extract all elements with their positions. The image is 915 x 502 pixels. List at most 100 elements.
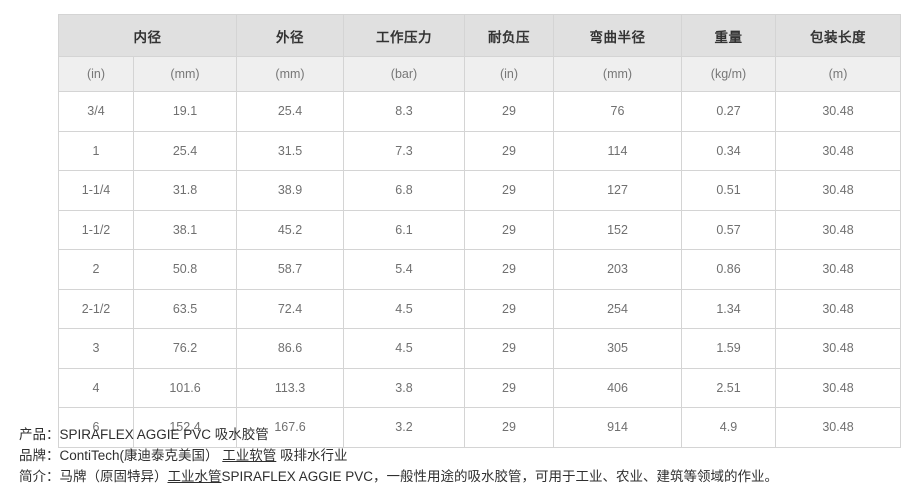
cell-inner-diameter-in: 1-1/2 [58,209,134,250]
cell-inner-diameter-in: 3/4 [58,91,134,132]
table-head: 内径 外径 工作压力 耐负压 弯曲半径 重量 包装长度 (in) (mm) (m… [58,14,901,92]
cell-weight-kgm: 0.34 [681,130,776,171]
cell-inner-diameter-mm: 19.1 [133,91,237,132]
cell-working-pressure-bar: 4.5 [343,288,465,329]
industrial-hose-link[interactable]: 工业软管 [222,448,277,463]
cell-weight-kgm: 0.27 [681,91,776,132]
table-row: 6 152.4 167.6 3.2 29 914 4.9 30.48 [58,407,901,448]
column-group-working-pressure: 工作压力 [343,14,465,57]
description-info-line: 简介：马牌（原固特异）工业水管SPIRAFLEX AGGIE PVC，一般性用途… [19,466,899,487]
cell-working-pressure-bar: 7.3 [343,130,465,171]
cell-working-pressure-bar: 6.1 [343,209,465,250]
column-unit-working-pressure-bar: (bar) [343,56,465,92]
cell-working-pressure-bar: 5.4 [343,249,465,290]
column-group-package-length: 包装长度 [775,14,901,57]
brand-label: 品牌： [19,448,60,463]
cell-vacuum-in: 29 [464,209,554,250]
cell-weight-kgm: 0.51 [681,170,776,211]
cell-package-length-m: 30.48 [775,170,901,211]
brand-info-line: 品牌：ContiTech(康迪泰克美国） 工业软管 吸排水行业 [19,445,899,466]
cell-bend-radius-mm: 406 [553,367,682,408]
cell-inner-diameter-in: 2-1/2 [58,288,134,329]
cell-inner-diameter-in: 4 [58,367,134,408]
cell-inner-diameter-mm: 63.5 [133,288,237,329]
cell-vacuum-in: 29 [464,170,554,211]
cell-package-length-m: 30.48 [775,249,901,290]
column-unit-outer-diameter-mm: (mm) [236,56,344,92]
table-body: 3/4 19.1 25.4 8.3 29 76 0.27 30.48 1 25.4 31.5 7.3 2… [58,91,901,448]
cell-outer-diameter-mm: 72.4 [236,288,344,329]
cell-outer-diameter-mm: 38.9 [236,170,344,211]
cell-weight-kgm: 2.51 [681,367,776,408]
cell-inner-diameter-mm: 31.8 [133,170,237,211]
column-group-weight: 重量 [681,14,776,57]
column-unit-package-length-m: (m) [775,56,901,92]
product-info-line: 产品：SPIRAFLEX AGGIE PVC 吸水胶管 [19,424,899,445]
cell-vacuum-in: 29 [464,249,554,290]
table-row: 3 76.2 86.6 4.5 29 305 1.59 30.48 [58,328,901,369]
cell-inner-diameter-in: 1-1/4 [58,170,134,211]
product-info-block: 产品：SPIRAFLEX AGGIE PVC 吸水胶管 品牌：ContiTech… [19,424,899,487]
cell-package-length-m: 30.48 [775,367,901,408]
cell-inner-diameter-in: 3 [58,328,134,369]
cell-outer-diameter-mm: 167.6 [236,407,344,448]
column-group-inner-diameter: 内径 [58,14,237,57]
table-units-header-row: (in) (mm) (mm) (bar) (in) (mm) (kg/m) (m… [58,56,901,92]
cell-bend-radius-mm: 305 [553,328,682,369]
cell-package-length-m: 30.48 [775,209,901,250]
cell-vacuum-in: 29 [464,367,554,408]
product-value: SPIRAFLEX AGGIE PVC 吸水胶管 [59,427,269,442]
cell-bend-radius-mm: 203 [553,249,682,290]
cell-bend-radius-mm: 152 [553,209,682,250]
specification-table: 内径 外径 工作压力 耐负压 弯曲半径 重量 包装长度 (in) (mm) (m… [58,14,901,448]
table-row: 1-1/2 38.1 45.2 6.1 29 152 0.57 30.48 [58,209,901,250]
cell-outer-diameter-mm: 113.3 [236,367,344,408]
cell-outer-diameter-mm: 45.2 [236,209,344,250]
cell-vacuum-in: 29 [464,328,554,369]
industrial-water-hose-link[interactable]: 工业水管 [167,469,222,484]
cell-outer-diameter-mm: 58.7 [236,249,344,290]
cell-vacuum-in: 29 [464,130,554,171]
cell-package-length-m: 30.48 [775,407,901,448]
cell-package-length-m: 30.48 [775,130,901,171]
column-group-outer-diameter: 外径 [236,14,344,57]
cell-weight-kgm: 4.9 [681,407,776,448]
cell-bend-radius-mm: 127 [553,170,682,211]
table-group-header-row: 内径 外径 工作压力 耐负压 弯曲半径 重量 包装长度 [58,14,901,57]
cell-working-pressure-bar: 3.2 [343,407,465,448]
cell-inner-diameter-mm: 101.6 [133,367,237,408]
table-row: 3/4 19.1 25.4 8.3 29 76 0.27 30.48 [58,91,901,132]
cell-working-pressure-bar: 3.8 [343,367,465,408]
cell-vacuum-in: 29 [464,91,554,132]
cell-package-length-m: 30.48 [775,328,901,369]
column-unit-weight-kgm: (kg/m) [681,56,776,92]
table-row: 2 50.8 58.7 5.4 29 203 0.86 30.48 [58,249,901,290]
cell-working-pressure-bar: 6.8 [343,170,465,211]
column-unit-inner-diameter-in: (in) [58,56,134,92]
cell-weight-kgm: 0.57 [681,209,776,250]
cell-inner-diameter-mm: 25.4 [133,130,237,171]
cell-working-pressure-bar: 4.5 [343,328,465,369]
cell-bend-radius-mm: 114 [553,130,682,171]
cell-outer-diameter-mm: 86.6 [236,328,344,369]
table-row: 4 101.6 113.3 3.8 29 406 2.51 30.48 [58,367,901,408]
cell-inner-diameter-mm: 76.2 [133,328,237,369]
cell-inner-diameter-mm: 50.8 [133,249,237,290]
table-row: 1-1/4 31.8 38.9 6.8 29 127 0.51 30.48 [58,170,901,211]
cell-bend-radius-mm: 76 [553,91,682,132]
brand-suffix: 吸排水行业 [280,448,348,463]
table-row: 1 25.4 31.5 7.3 29 114 0.34 30.48 [58,130,901,171]
specification-table-container: 内径 外径 工作压力 耐负压 弯曲半径 重量 包装长度 (in) (mm) (m… [58,14,901,448]
cell-inner-diameter-in: 2 [58,249,134,290]
table-row: 2-1/2 63.5 72.4 4.5 29 254 1.34 30.48 [58,288,901,329]
cell-package-length-m: 30.48 [775,91,901,132]
cell-vacuum-in: 29 [464,407,554,448]
cell-working-pressure-bar: 8.3 [343,91,465,132]
cell-inner-diameter-in: 6 [58,407,134,448]
cell-outer-diameter-mm: 31.5 [236,130,344,171]
cell-weight-kgm: 1.59 [681,328,776,369]
product-label: 产品： [19,427,60,442]
cell-weight-kgm: 1.34 [681,288,776,329]
cell-inner-diameter-mm: 38.1 [133,209,237,250]
